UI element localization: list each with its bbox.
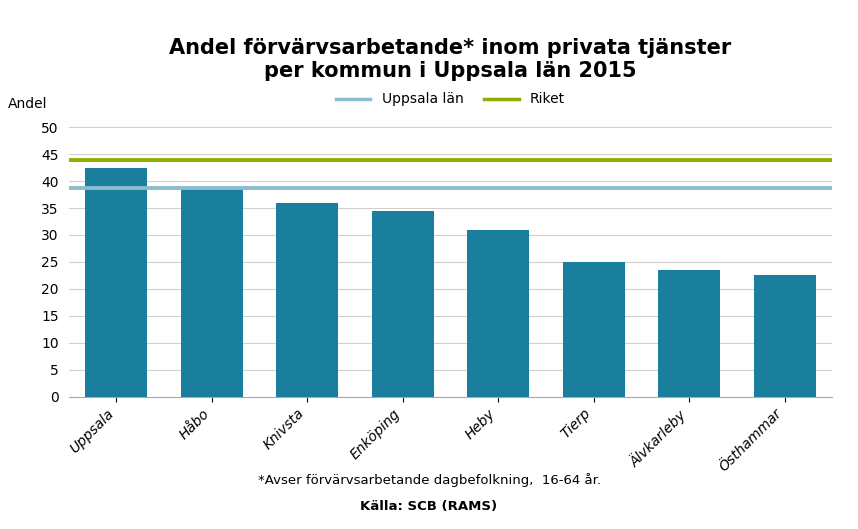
Title: Andel förvärvsarbetande* inom privata tjänster
per kommun i Uppsala län 2015: Andel förvärvsarbetande* inom privata tj… [169, 38, 732, 81]
Bar [276, 203, 338, 397]
Bar [563, 262, 625, 397]
Bar [753, 276, 816, 397]
Bar [467, 230, 529, 397]
Text: Andel: Andel [8, 97, 47, 111]
Bar [372, 211, 434, 397]
Text: Källa: SCB (RAMS): Källa: SCB (RAMS) [360, 500, 498, 514]
Bar [181, 189, 243, 397]
Bar [658, 270, 720, 397]
Legend: Uppsala län, Riket: Uppsala län, Riket [330, 87, 571, 112]
Bar [85, 168, 148, 397]
Text: *Avser förvärvsarbetande dagbefolkning,  16-64 år.: *Avser förvärvsarbetande dagbefolkning, … [257, 473, 601, 487]
